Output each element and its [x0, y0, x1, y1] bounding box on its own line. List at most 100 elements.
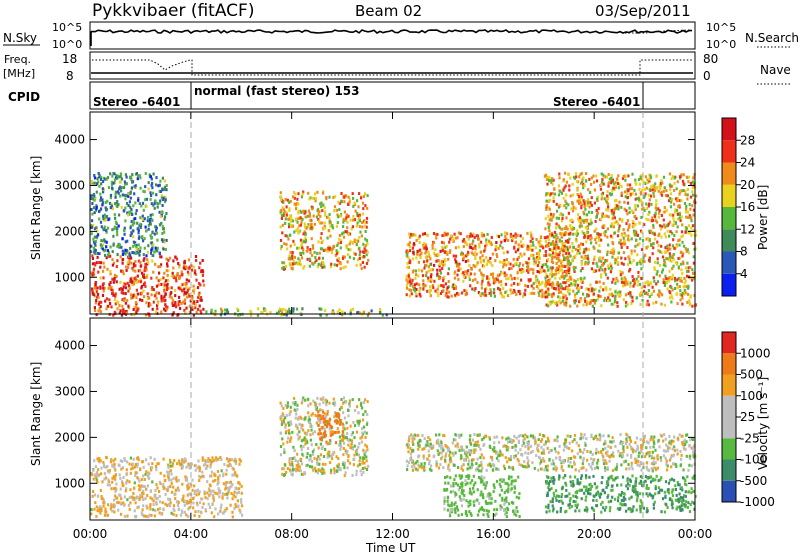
heatmap-cell [290, 422, 293, 426]
heatmap-cell [140, 478, 143, 482]
heatmap-cell [318, 402, 321, 406]
heatmap-cell [588, 210, 591, 214]
heatmap-cell [94, 465, 97, 469]
heatmap-cell [493, 294, 496, 298]
heatmap-cell [647, 236, 650, 240]
heatmap-cell [647, 289, 650, 292]
heatmap-cell [346, 432, 349, 436]
heatmap-cell [507, 277, 510, 280]
heatmap-cell [534, 246, 537, 250]
heatmap-cell [555, 233, 558, 237]
heatmap-cell [123, 282, 126, 286]
heatmap-cell [308, 197, 311, 201]
heatmap-cell [303, 225, 306, 229]
heatmap-cell [110, 183, 113, 187]
heatmap-cell [96, 255, 99, 259]
heatmap-cell [482, 233, 485, 237]
heatmap-cell [496, 255, 499, 259]
heatmap-cell [587, 199, 590, 203]
heatmap-cell [585, 232, 588, 236]
heatmap-cell [298, 261, 301, 265]
heatmap-cell [657, 189, 660, 193]
heatmap-cell [366, 206, 369, 210]
heatmap-cell [141, 298, 144, 302]
heatmap-cell [338, 234, 341, 237]
heatmap-cell [333, 401, 337, 405]
heatmap-cell [218, 474, 221, 478]
heatmap-cell [578, 244, 581, 248]
heatmap-cell [116, 230, 119, 234]
heatmap-cell [157, 283, 160, 287]
heatmap-cell [318, 429, 322, 433]
heatmap-cell [187, 482, 190, 486]
heatmap-cell [201, 456, 204, 460]
heatmap-cell [155, 276, 158, 280]
heatmap-cell [360, 267, 363, 271]
heatmap-cell [583, 234, 587, 238]
heatmap-cell [492, 281, 495, 285]
heatmap-cell [170, 286, 173, 290]
heatmap-cell [475, 252, 478, 256]
heatmap-cell [146, 258, 149, 262]
heatmap-cell [411, 246, 414, 250]
heatmap-cell [601, 178, 604, 182]
heatmap-cell [120, 512, 123, 516]
heatmap-cell [291, 262, 294, 266]
heatmap-cell [457, 245, 460, 249]
heatmap-cell [175, 274, 178, 278]
heatmap-cell [520, 254, 523, 258]
heatmap-cell [288, 256, 292, 260]
heatmap-cell [149, 234, 152, 237]
heatmap-cell [482, 258, 485, 262]
heatmap-cell [116, 253, 119, 256]
heatmap-cell [428, 290, 431, 294]
heatmap-cell [304, 215, 307, 219]
heatmap-cell [135, 307, 138, 311]
heatmap-cell [561, 234, 564, 238]
heatmap-cell [300, 195, 303, 199]
heatmap-cell [129, 234, 132, 238]
heatmap-cell [159, 471, 162, 475]
heatmap-cell [516, 248, 520, 252]
heatmap-cell [317, 416, 320, 420]
heatmap-cell [105, 215, 109, 218]
heatmap-cell [532, 282, 535, 285]
heatmap-cell [288, 460, 291, 464]
heatmap-cell [105, 230, 108, 234]
heatmap-cell [139, 487, 142, 491]
heatmap-cell [342, 461, 345, 465]
heatmap-cell [134, 184, 137, 188]
heatmap-cell [574, 172, 578, 176]
heatmap-cell [336, 221, 339, 225]
heatmap-cell [287, 257, 290, 261]
heatmap-cell [541, 288, 544, 292]
heatmap-cell [406, 265, 409, 269]
heatmap-cell [364, 466, 367, 470]
heatmap-cell [288, 307, 291, 311]
heatmap-cell [647, 177, 651, 181]
heatmap-cell [122, 285, 125, 289]
heatmap-cell [319, 442, 322, 446]
heatmap-cell [125, 473, 128, 477]
heatmap-cell [133, 486, 136, 490]
heatmap-cell [234, 471, 237, 475]
heatmap-cell [135, 311, 138, 315]
heatmap-cell [142, 492, 145, 496]
heatmap-cell [199, 261, 202, 265]
heatmap-cell [480, 282, 483, 286]
heatmap-cell [643, 187, 646, 191]
heatmap-cell [291, 468, 294, 472]
heatmap-cell [659, 250, 662, 254]
heatmap-cell [644, 182, 647, 186]
heatmap-cell [595, 236, 598, 239]
heatmap-cell [157, 291, 161, 295]
heatmap-cell [289, 439, 292, 443]
heatmap-cell [500, 283, 503, 287]
heatmap-cell [458, 262, 461, 266]
heatmap-cell [665, 249, 668, 253]
heatmap-cell [175, 500, 179, 504]
heatmap-cell [618, 227, 621, 231]
heatmap-cell [425, 264, 428, 267]
heatmap-cell [113, 477, 116, 481]
heatmap-cell [316, 251, 319, 255]
